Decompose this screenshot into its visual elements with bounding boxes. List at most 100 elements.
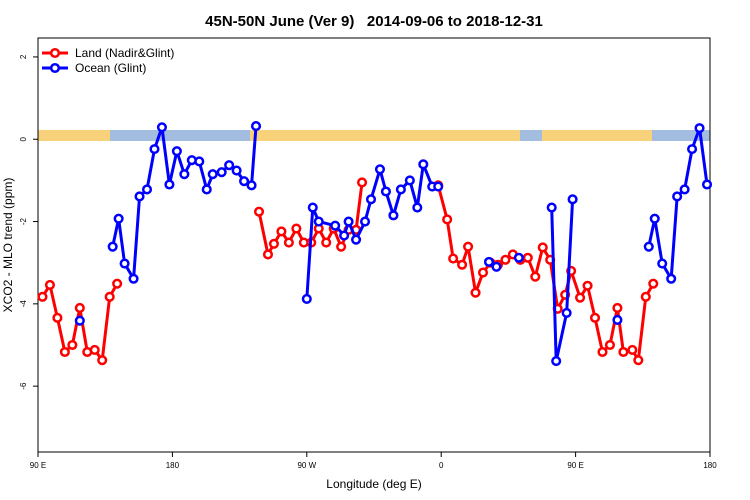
data-point	[418, 159, 429, 170]
data-point	[640, 291, 651, 302]
data-point	[522, 252, 533, 263]
data-point	[546, 202, 557, 213]
data-point	[59, 346, 70, 358]
x-tick-label: 90 W	[297, 461, 316, 470]
data-point	[672, 191, 683, 202]
data-point	[134, 191, 145, 202]
data-point	[627, 344, 638, 355]
ocean-strip	[520, 130, 542, 141]
data-point	[268, 238, 279, 249]
data-point	[530, 271, 541, 282]
data-point	[107, 241, 118, 252]
ocean-strip	[652, 130, 710, 141]
data-point	[112, 278, 123, 289]
data-point	[250, 121, 262, 132]
data-point	[412, 202, 423, 213]
data-point	[113, 213, 124, 224]
y-tick-label: 0	[19, 136, 28, 141]
data-point	[359, 216, 371, 227]
data-point	[612, 314, 623, 325]
x-tick-label: 90 E	[30, 461, 46, 470]
x-tick-label: 180	[703, 461, 717, 470]
legend-label: Land (Nadir&Glint)	[75, 46, 174, 60]
data-point	[575, 292, 586, 303]
data-point	[44, 279, 55, 290]
data-point	[253, 206, 265, 217]
data-point	[357, 177, 368, 188]
data-point	[336, 241, 347, 252]
data-point	[119, 258, 130, 269]
data-point	[491, 261, 502, 272]
data-point	[597, 346, 608, 358]
legend-label: Ocean (Glint)	[75, 61, 146, 75]
data-point	[537, 242, 548, 253]
data-point	[604, 339, 615, 351]
data-point	[701, 179, 713, 190]
data-point	[442, 214, 453, 225]
data-point	[395, 184, 406, 195]
data-point	[231, 165, 242, 176]
data-point	[567, 194, 578, 205]
data-point	[339, 230, 350, 241]
land-strip	[38, 130, 710, 141]
data-point	[246, 180, 257, 191]
data-point	[483, 256, 495, 267]
data-point	[551, 356, 562, 367]
data-point	[207, 169, 218, 180]
x-tick-label: 0	[439, 461, 444, 470]
plot-frame	[37, 37, 711, 453]
data-point	[657, 258, 668, 269]
x-axis-label: Longitude (deg E)	[326, 477, 421, 491]
y-tick-label: -2	[19, 217, 28, 225]
data-point	[589, 312, 601, 323]
data-point	[283, 237, 294, 248]
data-point	[666, 273, 677, 284]
data-point	[262, 249, 274, 260]
data-point	[380, 186, 391, 197]
data-point	[679, 184, 690, 195]
data-point	[561, 307, 572, 318]
data-point	[343, 216, 354, 227]
data-point	[97, 355, 108, 366]
data-point	[52, 312, 63, 323]
data-point	[513, 252, 524, 263]
data-point	[37, 291, 48, 302]
land-ocean-band	[38, 130, 710, 141]
data-point	[291, 223, 302, 234]
data-point	[194, 156, 205, 167]
data-point	[582, 280, 593, 291]
data-point	[694, 123, 705, 134]
data-point	[201, 184, 212, 195]
data-point	[156, 122, 167, 133]
legend-marker	[49, 62, 61, 74]
data-point	[470, 287, 481, 298]
data-point	[633, 355, 644, 366]
data-point	[149, 144, 160, 155]
y-tick-label: -6	[19, 382, 28, 390]
data-point	[104, 291, 115, 302]
data-point	[433, 181, 444, 192]
y-tick-label: -4	[19, 300, 28, 308]
y-tick-label: 2	[19, 54, 28, 59]
data-point	[276, 226, 287, 237]
chart-title: 45N-50N June (Ver 9) 2014-09-06 to 2018-…	[205, 13, 543, 30]
data-point	[388, 210, 399, 221]
data-point	[649, 213, 660, 224]
data-point	[404, 175, 415, 186]
data-point	[224, 160, 235, 171]
data-point	[643, 241, 654, 252]
data-point	[463, 241, 474, 252]
data-point	[141, 184, 153, 195]
data-point	[216, 167, 227, 178]
data-point	[179, 169, 190, 180]
data-point	[321, 237, 332, 248]
data-point	[301, 293, 312, 304]
data-point	[239, 176, 250, 187]
x-tick-label: 90 E	[567, 461, 583, 470]
data-point	[351, 234, 362, 245]
data-point	[687, 144, 698, 155]
legend-marker	[49, 47, 61, 59]
data-point	[457, 259, 468, 270]
